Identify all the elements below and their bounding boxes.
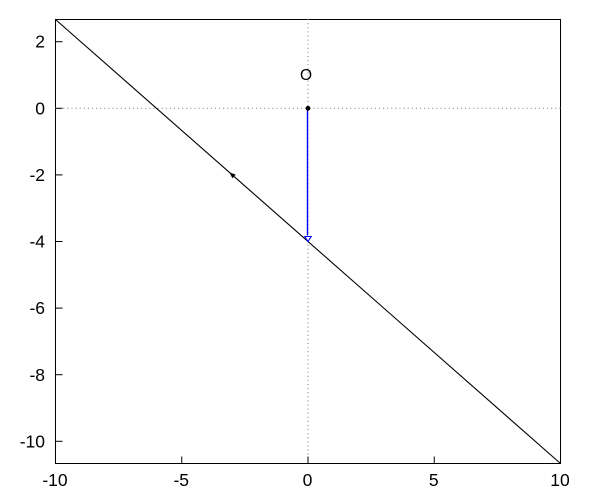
- svg-text:0: 0: [303, 470, 313, 490]
- svg-text:0: 0: [35, 98, 45, 118]
- svg-text:-2: -2: [29, 165, 45, 185]
- svg-text:-4: -4: [29, 232, 45, 252]
- svg-text:10: 10: [550, 470, 570, 490]
- svg-text:5: 5: [429, 470, 439, 490]
- svg-text:2: 2: [35, 32, 45, 52]
- svg-text:-5: -5: [173, 470, 189, 490]
- svg-text:-6: -6: [29, 298, 45, 318]
- svg-text:O: O: [300, 67, 312, 84]
- svg-text:-10: -10: [20, 431, 46, 451]
- svg-text:-10: -10: [42, 470, 68, 490]
- svg-text:-8: -8: [29, 365, 45, 385]
